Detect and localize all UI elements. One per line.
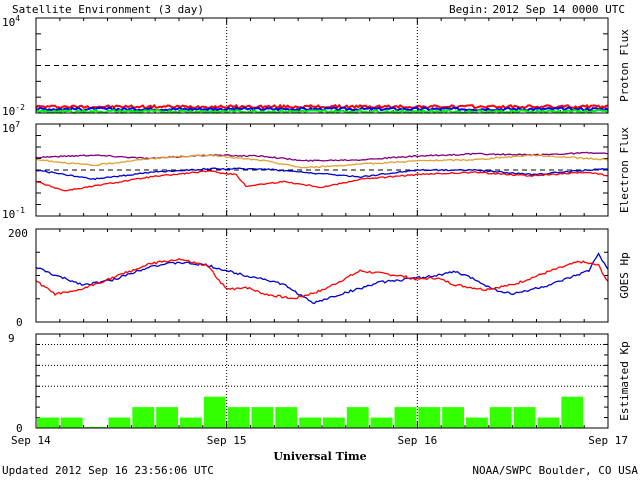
estimated-kp-axis-label: Estimated Kp — [618, 341, 631, 420]
goes-hp-series-1 — [35, 252, 609, 305]
proton-flux-panel: 104 10-2 Proton Flux — [2, 14, 631, 118]
y-tick-label-top: 9 — [8, 332, 15, 345]
kp-bar — [275, 407, 298, 428]
y-tick-label-top: 104 — [2, 14, 20, 29]
kp-bar — [180, 417, 202, 428]
y-tick-label-bottom: 10-1 — [2, 206, 25, 221]
y-tick-label-bottom: 0 — [16, 316, 23, 329]
x-tick-label: Sep 16 — [397, 434, 437, 447]
kp-bar — [513, 407, 536, 428]
x-axis-label: Universal Time — [273, 450, 366, 463]
proton-flux-axis-label: Proton Flux — [618, 29, 631, 102]
y-tick-label-bottom: 0 — [16, 422, 23, 435]
electron-flux-series-3 — [35, 167, 609, 181]
estimated-kp-panel: 9 0 Estimated Kp — [8, 332, 631, 435]
x-tick-label: Sep 14 — [11, 434, 51, 447]
x-tick-label: Sep 17 — [588, 434, 628, 447]
kp-bar — [132, 407, 155, 428]
kp-bar — [346, 407, 369, 428]
kp-bar — [561, 396, 584, 428]
electron-flux-series-1 — [35, 151, 608, 163]
electron-flux-frame — [35, 123, 609, 217]
kp-bar — [394, 407, 417, 428]
goes-hp-panel: 200 0 GOES Hp — [8, 227, 631, 329]
goes-hp-frame — [35, 228, 609, 323]
electron-flux-series-2 — [35, 153, 609, 169]
proton-flux-series-3 — [35, 108, 609, 115]
credit-text: NOAA/SWPC Boulder, CO USA — [472, 464, 638, 477]
kp-bar — [156, 407, 178, 428]
kp-bar — [466, 417, 488, 428]
kp-bar — [108, 417, 131, 428]
estimated-kp-frame — [35, 333, 609, 429]
kp-bar — [203, 396, 226, 428]
begin-value: 2012 Sep 14 0000 UTC — [493, 3, 625, 16]
proton-flux-frame — [35, 17, 609, 114]
kp-bar — [251, 407, 274, 428]
begin-label: Begin: — [449, 3, 489, 16]
chart-panels: 104 10-2 Proton Flux 107 10-1 Electron Flux 20… — [2, 14, 631, 435]
kp-bar — [442, 407, 464, 428]
goes-hp-series-2 — [35, 257, 609, 300]
y-tick-label-bottom: 10-2 — [2, 103, 25, 118]
electron-flux-axis-label: Electron Flux — [618, 127, 631, 213]
kp-bar — [84, 426, 107, 428]
x-tick-label: Sep 15 — [207, 434, 247, 447]
x-tick-labels: Sep 14 Sep 15 Sep 16 Sep 17 — [11, 434, 628, 447]
kp-bar — [60, 417, 83, 428]
proton-flux-series-1 — [35, 103, 609, 110]
kp-bar — [37, 417, 59, 428]
y-tick-label-top: 107 — [2, 120, 20, 135]
kp-bar — [370, 417, 393, 428]
updated-timestamp: Updated 2012 Sep 16 23:56:06 UTC — [2, 464, 214, 477]
kp-bar — [299, 417, 321, 428]
electron-flux-panel: 107 10-1 Electron Flux — [2, 120, 631, 221]
goes-hp-axis-label: GOES Hp — [618, 252, 631, 298]
kp-bar — [537, 417, 560, 428]
y-tick-label-top: 200 — [8, 227, 28, 240]
electron-flux-series-4 — [35, 170, 609, 192]
kp-bar — [418, 407, 441, 428]
kp-bar — [227, 407, 250, 428]
kp-bar — [323, 417, 345, 428]
chart-title: Satellite Environment (3 day) — [12, 3, 204, 16]
kp-bar — [489, 407, 512, 428]
